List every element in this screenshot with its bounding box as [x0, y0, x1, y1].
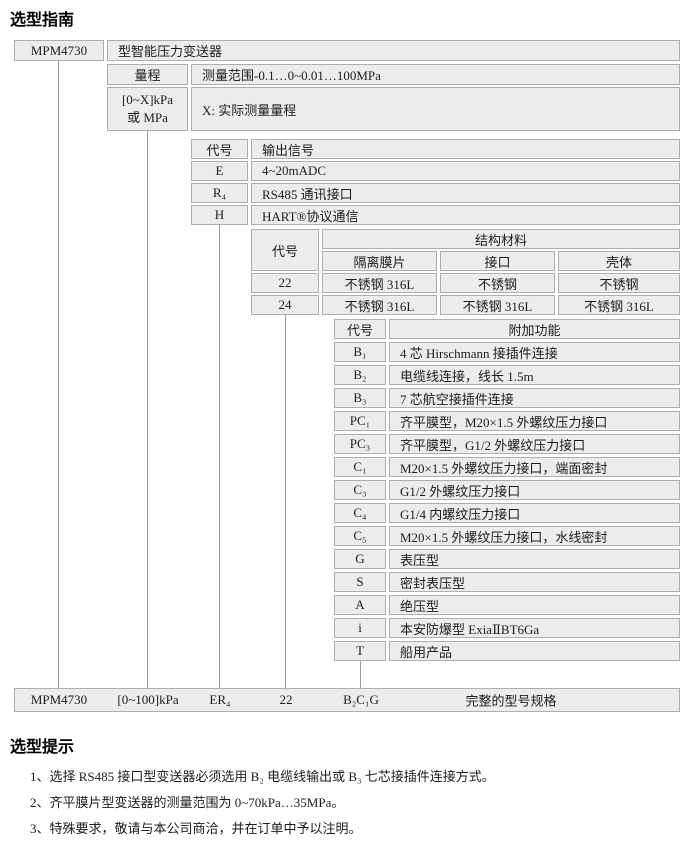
- materials-col-header: 隔离膜片: [322, 251, 437, 271]
- materials-header-code: 代号: [251, 229, 319, 271]
- functions-header-desc: 附加功能: [389, 319, 680, 339]
- materials-col-header: 接口: [440, 251, 555, 271]
- function-row-desc: 密封表压型: [389, 572, 680, 592]
- tip-line: 1、选择 RS485 接口型变送器必须选用 B₂ 电缆线输出或 B₃ 七芯接插件…: [30, 769, 495, 784]
- materials-title: 结构材料: [322, 229, 680, 249]
- materials-row-cell: 不锈钢 316L: [558, 295, 680, 315]
- function-row-code: B₂: [334, 365, 386, 385]
- summary-label: 完整的型号规格: [465, 693, 557, 709]
- function-row-desc: 绝压型: [389, 595, 680, 615]
- materials-row-cell: 不锈钢 316L: [322, 273, 437, 293]
- function-row-code: C₁: [334, 457, 386, 477]
- function-row-code: C₃: [334, 480, 386, 500]
- range-unit-line1: [0~X]kPa: [121, 92, 174, 107]
- materials-row-cell: 不锈钢 316L: [440, 295, 555, 315]
- connector-line-functions: [360, 661, 361, 688]
- range-unit-line2: 或 MPa: [127, 110, 168, 125]
- materials-row-cell: 不锈钢 316L: [322, 295, 437, 315]
- model-desc-cell: 型智能压力变送器: [107, 40, 680, 61]
- output-row-code: H: [191, 205, 248, 225]
- function-row-code: PC₁: [334, 411, 386, 431]
- function-row-desc: M20×1.5 外螺纹压力接口，水线密封: [389, 526, 680, 546]
- materials-row-cell: 不锈钢: [440, 273, 555, 293]
- materials-row-code: 22: [251, 273, 319, 293]
- materials-col-header: 壳体: [558, 251, 680, 271]
- function-row-code: T: [334, 641, 386, 661]
- function-row-desc: 4 芯 Hirschmann 接插件连接: [389, 342, 680, 362]
- function-row-code: B₃: [334, 388, 386, 408]
- function-row-desc: M20×1.5 外螺纹压力接口，端面密封: [389, 457, 680, 477]
- function-row-desc: 电缆线连接，线长 1.5m: [389, 365, 680, 385]
- tip-line: 2、齐平膜片型变送器的测量范围为 0~70kPa…35MPa。: [30, 795, 345, 810]
- tips-title: 选型提示: [10, 739, 75, 756]
- summary-functions: B₂C₁G: [343, 692, 379, 707]
- function-row-desc: G1/2 外螺纹压力接口: [389, 480, 680, 500]
- range-unit-cell: [0~X]kPa 或 MPa: [107, 87, 188, 131]
- range-label-cell: 量程: [107, 64, 188, 85]
- function-row-code: i: [334, 618, 386, 638]
- summary-signal: ER₄: [209, 692, 231, 707]
- output-row-desc: HART®协议通信: [251, 205, 680, 225]
- summary-row: MPM4730 [0~100]kPa ER₄ 22 B₂C₁G 完整的型号规格: [14, 688, 680, 712]
- connector-line-materials: [285, 315, 286, 688]
- tip-line: 3、特殊要求，敬请与本公司商洽，并在订单中予以注明。: [30, 821, 362, 836]
- function-row-desc: 7 芯航空接插件连接: [389, 388, 680, 408]
- output-row-code: R₄: [191, 183, 248, 203]
- function-row-desc: 表压型: [389, 549, 680, 569]
- range-desc-cell: 测量范围-0.1…0~0.01…100MPa: [191, 64, 680, 85]
- function-row-code: C₄: [334, 503, 386, 523]
- functions-header-code: 代号: [334, 319, 386, 339]
- function-row-desc: 船用产品: [389, 641, 680, 661]
- function-row-code: G: [334, 549, 386, 569]
- materials-row-code: 24: [251, 295, 319, 315]
- function-row-code: S: [334, 572, 386, 592]
- materials-row-cell: 不锈钢: [558, 273, 680, 293]
- output-row-desc: RS485 通讯接口: [251, 183, 680, 203]
- page-title: 选型指南: [10, 12, 75, 29]
- output-header-code: 代号: [191, 139, 248, 159]
- function-row-code: A: [334, 595, 386, 615]
- connector-line-output: [219, 225, 220, 688]
- function-row-desc: 齐平膜型，M20×1.5 外螺纹压力接口: [389, 411, 680, 431]
- summary-model: MPM4730: [30, 692, 88, 707]
- output-row-code: E: [191, 161, 248, 181]
- connector-line-model: [58, 61, 59, 688]
- function-row-desc: 本安防爆型 ExiaⅡBT6Ga: [389, 618, 680, 638]
- summary-range: [0~100]kPa: [117, 692, 179, 707]
- function-row-desc: 齐平膜型，G1/2 外螺纹压力接口: [389, 434, 680, 454]
- range-unit-desc-cell: X: 实际测量量程: [191, 87, 680, 131]
- function-row-code: B₁: [334, 342, 386, 362]
- function-row-code: C₅: [334, 526, 386, 546]
- output-header-desc: 输出信号: [251, 139, 680, 159]
- function-row-desc: G1/4 内螺纹压力接口: [389, 503, 680, 523]
- function-row-code: PC₃: [334, 434, 386, 454]
- summary-material: 22: [279, 692, 293, 707]
- output-row-desc: 4~20mADC: [251, 161, 680, 181]
- model-code-cell: MPM4730: [14, 40, 104, 61]
- connector-line-range: [147, 131, 148, 688]
